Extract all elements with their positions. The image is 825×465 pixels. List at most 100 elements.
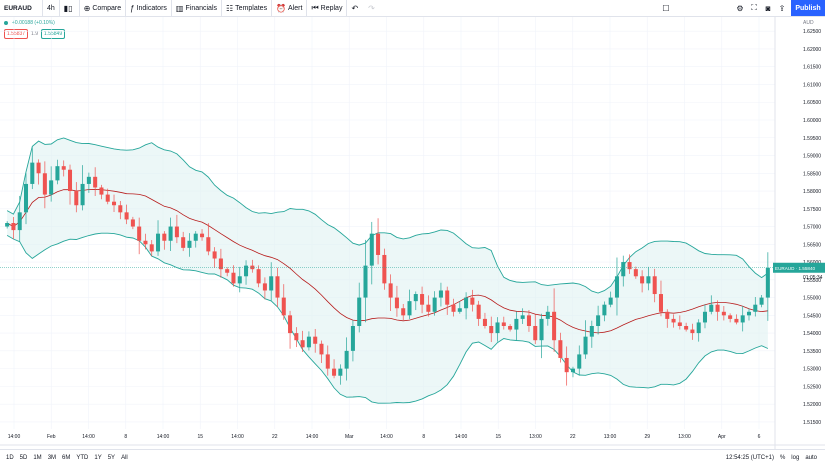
sell-price-button[interactable]: 1.55837 — [4, 29, 29, 39]
candle — [614, 257, 619, 316]
percent-toggle[interactable]: % — [779, 454, 786, 461]
last-price-tag-bg — [773, 262, 825, 273]
range-button[interactable]: All — [121, 454, 128, 461]
time-tick-label: 14:00 — [231, 434, 244, 440]
price-tick-label: 1.61000 — [803, 82, 821, 88]
templates-icon: ☷ — [226, 3, 234, 13]
candle — [294, 327, 299, 348]
fullscreen-button[interactable]: ⛶ — [747, 0, 761, 16]
range-button[interactable]: 1D — [6, 454, 14, 461]
replay-label: Replay — [320, 4, 343, 12]
price-chart[interactable]: AUD 1.62500 1.62000 1.61500 1.61000 1.60500 1.… — [0, 17, 825, 449]
range-button[interactable]: 1Y — [94, 454, 102, 461]
candle — [74, 182, 79, 213]
time-tick-label: 29 — [644, 434, 650, 440]
candle — [149, 240, 154, 257]
time-tick-label: Mar — [345, 434, 354, 440]
financials-button[interactable]: ▥ Financials — [172, 0, 222, 16]
chart-style-button[interactable]: ▮▯ — [60, 0, 80, 16]
candle — [552, 288, 557, 352]
candle — [225, 267, 230, 277]
bollinger-band-fill — [7, 138, 768, 404]
candle — [344, 337, 349, 381]
chart-legend: +0.00188 (+0.10%) 1.55837 1.9 1.55849 — [4, 20, 66, 39]
bollinger-lower-band — [6, 232, 769, 404]
candle — [445, 286, 450, 315]
settings-button[interactable]: ⚙ — [733, 0, 747, 16]
range-button[interactable]: 1M — [33, 454, 42, 461]
alert-button[interactable]: ⏰ Alert — [272, 0, 308, 16]
price-tick-label: 1.54500 — [803, 313, 821, 319]
auto-toggle[interactable]: auto — [805, 454, 817, 461]
price-tick-label: 1.57000 — [803, 225, 821, 231]
price-tick-label: 1.53500 — [803, 349, 821, 355]
candle — [457, 301, 462, 314]
indicators-button[interactable]: ƒ Indicators — [126, 0, 172, 16]
candle — [589, 320, 594, 348]
candle — [451, 298, 456, 317]
candle — [99, 184, 104, 200]
layout-button[interactable]: ☐ — [659, 0, 673, 16]
price-axis[interactable]: AUD 1.62500 1.62000 1.61500 1.61000 1.60500 1.… — [774, 17, 825, 449]
candle — [212, 247, 217, 268]
buy-price-button[interactable]: 1.55849 — [41, 29, 66, 39]
templates-button[interactable]: ☷ Templates — [222, 0, 273, 16]
candle — [671, 314, 676, 328]
candle — [495, 317, 500, 342]
replay-button[interactable]: ⏮ Replay — [307, 0, 348, 16]
candle — [313, 328, 318, 353]
undo-button[interactable]: ↶ — [347, 0, 364, 16]
price-tick-label: 1.59500 — [803, 136, 821, 142]
time-tick-label: 8 — [124, 434, 127, 440]
time-tick-label: Apr — [718, 434, 726, 440]
redo-button[interactable]: ↷ — [364, 0, 381, 16]
range-button[interactable]: 6M — [62, 454, 71, 461]
snapshot-button[interactable]: ◙ — [761, 0, 775, 16]
log-toggle[interactable]: log — [791, 454, 800, 461]
time-axis[interactable]: 14:00 Feb 14:00 8 14:00 15 14:00 22 14:00 Mar 14:0… — [0, 434, 825, 446]
bollinger-upper-band — [6, 137, 769, 294]
candle — [426, 295, 431, 317]
range-buttons: 1D 5D 1M 3M 6M YTD 1Y 5Y All — [0, 455, 131, 461]
candle — [275, 267, 280, 307]
candle — [61, 160, 66, 177]
range-button[interactable]: YTD — [76, 454, 89, 461]
interval-button[interactable]: 4h — [43, 0, 60, 16]
compare-button[interactable]: ⊕ Compare — [80, 0, 127, 16]
candle — [181, 231, 186, 252]
candle — [476, 300, 481, 326]
candle — [696, 319, 701, 342]
last-price-label: EURAUD · 1.55840 — [775, 266, 816, 271]
candle — [702, 304, 707, 329]
share-button[interactable]: ⇪ — [775, 0, 789, 16]
candle — [577, 345, 582, 376]
candle — [55, 159, 60, 185]
square-icon: ☐ — [662, 3, 670, 13]
clock-readout[interactable]: 12:54:25 (UTC+1) — [725, 454, 774, 461]
gear-icon: ⚙ — [736, 3, 744, 13]
candle — [118, 200, 123, 220]
price-tick-label: 1.59000 — [803, 154, 821, 160]
range-button[interactable]: 5Y — [107, 454, 116, 461]
price-tick-label: 1.62000 — [803, 47, 821, 53]
candle — [684, 322, 689, 332]
range-button[interactable]: 3M — [47, 454, 57, 461]
candle — [432, 291, 437, 316]
upload-icon: ⇪ — [778, 3, 786, 13]
candle — [740, 305, 745, 332]
candle — [388, 274, 393, 312]
price-tick-label: 1.58000 — [803, 189, 821, 195]
time-tick-label: 13:00 — [678, 434, 691, 440]
candle — [501, 316, 506, 330]
publish-button[interactable]: Publish — [791, 0, 825, 16]
symbol-search[interactable]: EURAUD — [0, 0, 43, 16]
price-tick-label: 1.53000 — [803, 367, 821, 373]
indicators-label: Indicators — [136, 4, 167, 12]
price-tick-label: 1.51500 — [803, 420, 821, 426]
status-dot-icon — [4, 21, 8, 25]
range-button[interactable]: 5D — [19, 454, 28, 461]
candle — [49, 166, 54, 202]
candle — [281, 284, 286, 320]
candle — [288, 310, 293, 349]
financials-label: Financials — [185, 4, 217, 12]
